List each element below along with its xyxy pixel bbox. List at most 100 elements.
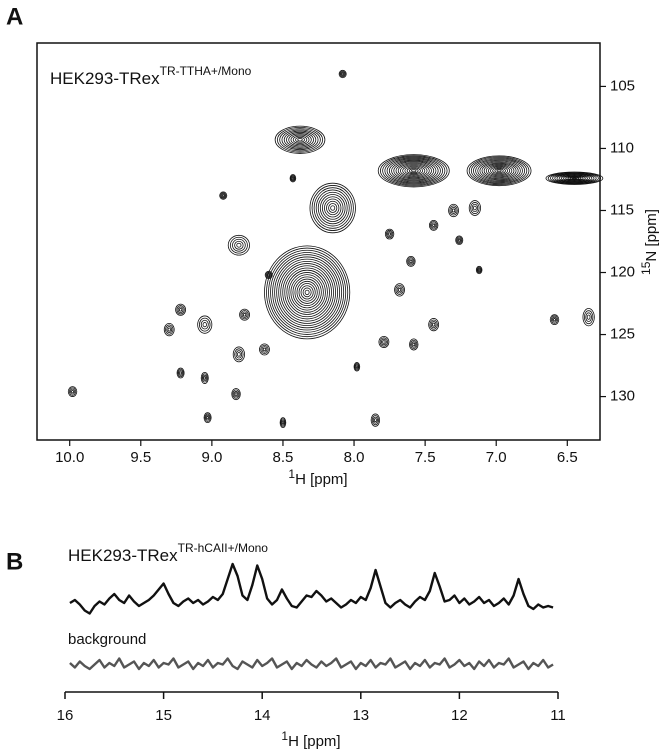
peak-contour <box>296 280 318 304</box>
peak-contour <box>290 175 296 182</box>
series-sup: TR-hCAII+/Mono <box>178 541 269 555</box>
x-tick-label: 7.0 <box>486 449 507 466</box>
peak-contour <box>388 159 439 183</box>
x-tick-label: 8.0 <box>344 449 365 466</box>
panel-label: A <box>6 3 23 30</box>
peak-contour <box>396 286 403 294</box>
peak-contour <box>261 346 268 353</box>
peak-contour <box>450 206 457 214</box>
peak-contour <box>264 245 351 340</box>
peak-contour <box>288 133 312 147</box>
peak-contour <box>456 236 463 244</box>
peak-contour <box>477 267 481 273</box>
chart-title: HEK293-TRexTR-TTHA+/Mono <box>50 64 252 88</box>
peak-contour <box>395 162 432 180</box>
peak-contour <box>178 307 183 312</box>
peak-contour <box>586 314 591 320</box>
x-tick-label: 8.5 <box>273 449 294 466</box>
x-tick-label: 15 <box>155 707 172 724</box>
x-tick-label: 9.0 <box>201 449 222 466</box>
peak-contour <box>304 289 310 295</box>
peak-contour <box>267 273 271 277</box>
peak-contour <box>411 341 417 348</box>
y-tick-label: 130 <box>610 388 635 405</box>
peak-contour <box>448 203 459 218</box>
x-tick-label: 11 <box>550 707 566 724</box>
x-tick-label: 10.0 <box>55 449 84 466</box>
peak-contour <box>384 228 395 240</box>
peak-contour <box>492 167 506 175</box>
spectrum-line <box>69 562 554 615</box>
peak-contour <box>290 134 310 146</box>
peak-contour <box>341 72 344 76</box>
peak-contour <box>326 200 340 216</box>
peak-contour <box>281 420 285 425</box>
x-axis-label: 1H [ppm] <box>281 729 340 750</box>
peak-contour <box>380 155 448 187</box>
peak-contour <box>284 267 330 318</box>
peak-contour <box>411 169 417 173</box>
y-label-sup: 15 <box>639 261 653 275</box>
peak-contour <box>382 340 386 344</box>
peak-contour <box>203 376 207 380</box>
peak-contour <box>68 387 77 396</box>
peak-contour <box>292 135 308 144</box>
peak-contour <box>378 336 390 348</box>
peak-contour <box>379 337 389 347</box>
peak-contour <box>220 192 227 199</box>
peak-contour <box>276 258 338 326</box>
peak-contour <box>565 175 584 181</box>
peak-contour <box>71 389 75 394</box>
peak-contour <box>552 173 597 184</box>
peak-contour <box>286 131 314 148</box>
peak-contour <box>231 388 241 401</box>
x-label-sup: 1 <box>288 467 295 481</box>
peak-contour <box>241 311 248 318</box>
title-main: HEK293-TRex <box>50 69 160 88</box>
peak-contour <box>266 247 349 338</box>
x-axis-label: 1H [ppm] <box>288 467 347 488</box>
x-tick-label: 16 <box>57 707 74 724</box>
peak-contour <box>373 418 377 423</box>
x-tick-label: 6.5 <box>557 449 578 466</box>
peak-contour <box>407 257 415 266</box>
peak-contour <box>165 324 174 335</box>
peak-contour <box>236 242 242 248</box>
peak-contour <box>487 165 511 177</box>
x-tick-label: 13 <box>352 707 369 724</box>
peak-contour <box>280 418 286 427</box>
peak-contour <box>177 306 184 313</box>
x-tick-label: 7.5 <box>415 449 436 466</box>
peak-contour <box>338 69 347 79</box>
peak-contour <box>202 322 207 328</box>
peak-contour <box>339 70 346 78</box>
peak-contour <box>409 338 419 351</box>
peak-contour <box>219 191 228 200</box>
peak-contour <box>470 157 528 185</box>
peak-contour <box>471 203 479 213</box>
y-tick-label: 120 <box>610 263 635 280</box>
peak-contour <box>545 171 604 185</box>
peak-contour <box>234 240 244 250</box>
peak-contour <box>235 350 243 359</box>
peak-contour <box>455 235 464 246</box>
peak-contour <box>311 185 354 231</box>
peak-contour <box>201 373 208 383</box>
peak-contour <box>239 308 250 321</box>
peak-contour <box>298 283 316 302</box>
peak-contour <box>319 194 346 222</box>
peak-contour <box>289 174 297 183</box>
peak-contour <box>473 158 526 184</box>
peak-contour <box>468 156 530 186</box>
x-label-main: H [ppm] <box>288 733 341 750</box>
x-tick-label: 14 <box>254 707 271 724</box>
peak-contour <box>204 413 211 422</box>
peak-contour <box>324 198 342 218</box>
peak-contour <box>549 172 599 184</box>
peak-contour <box>202 374 207 382</box>
peak-contour <box>268 249 347 335</box>
peak-contour <box>473 205 477 211</box>
peak-contour <box>232 238 246 252</box>
peak-contour <box>558 174 591 182</box>
